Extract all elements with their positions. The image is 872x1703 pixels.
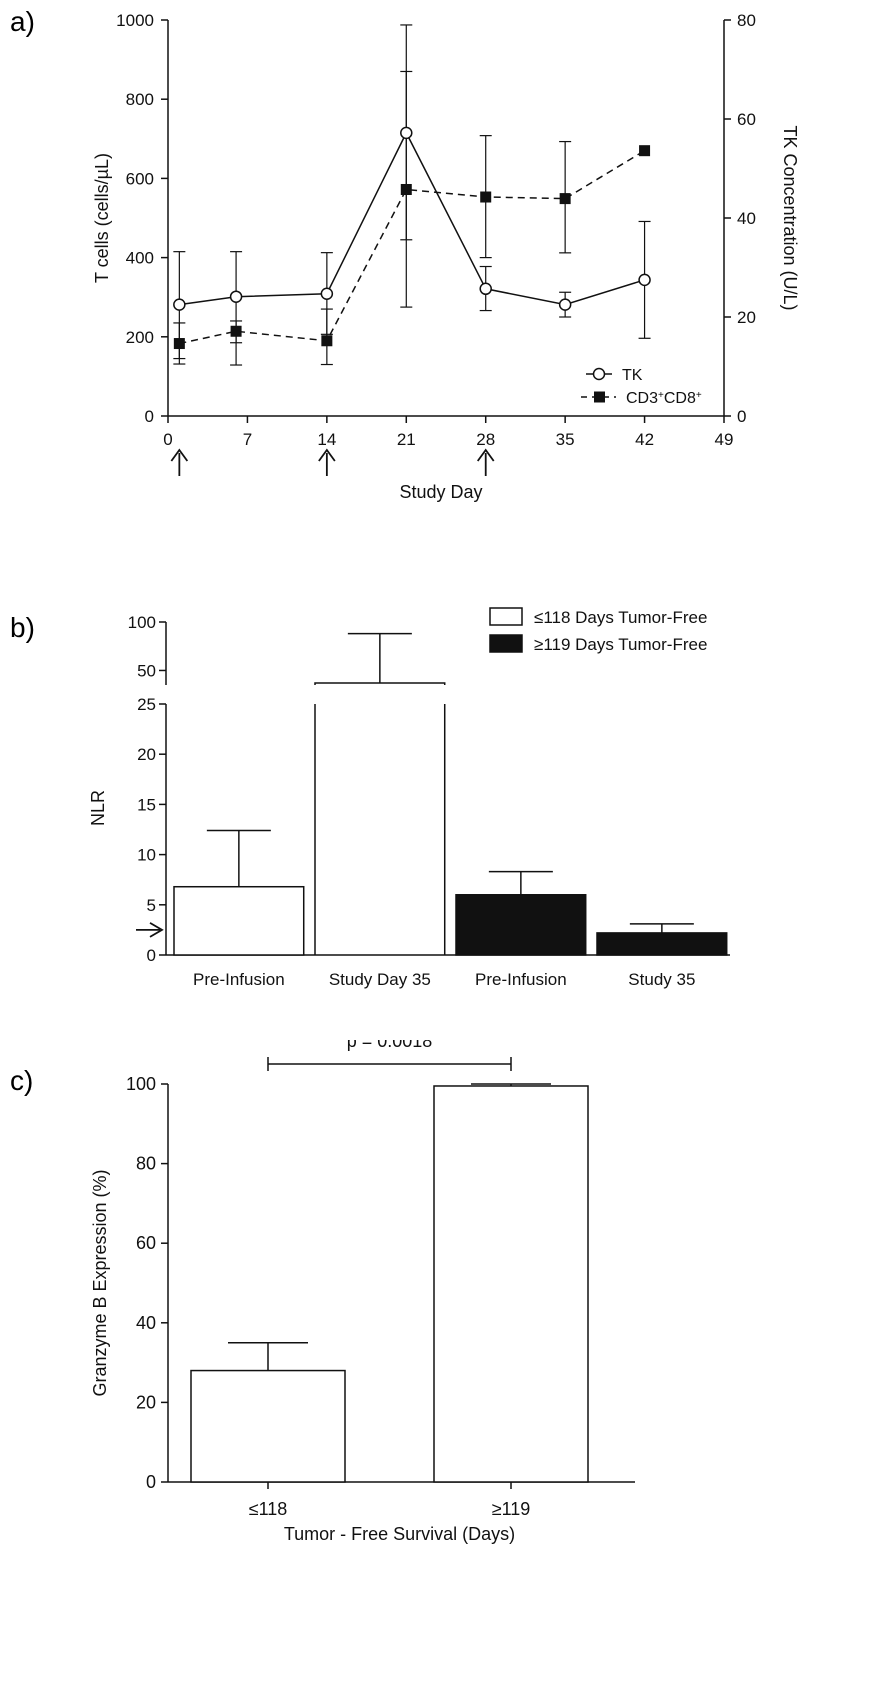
y-tick-label: 400 (126, 249, 154, 268)
legend-label-part: CD8 (664, 390, 696, 407)
bar (173, 885, 305, 956)
legend-label-cd3cd8: CD3+CD8+ (626, 390, 702, 408)
bar (433, 1085, 589, 1483)
y-tick-label: 80 (136, 1154, 156, 1174)
data-point-tk (558, 298, 572, 311)
series-line-1 (179, 150, 645, 345)
legend-label: ≥119 Days Tumor-Free (534, 635, 707, 654)
bar (314, 704, 446, 955)
y-tick-label: 15 (137, 795, 156, 814)
x-tick-label: Study 35 (628, 970, 695, 989)
x-tick-value: 119 (502, 1499, 531, 1519)
data-point-tk (638, 273, 651, 287)
y2-tick-label: 80 (737, 11, 756, 30)
x-tick-label: Study Day 35 (329, 970, 431, 989)
x-tick-label: Pre-Infusion (193, 970, 285, 989)
y2-tick-label: 0 (737, 407, 746, 426)
panel-a-letter: a) (10, 6, 35, 37)
reference-arrow-head (149, 922, 164, 938)
y2-tick-label: 40 (737, 209, 756, 228)
data-point-tk (173, 298, 186, 311)
y-tick-label: 0 (147, 946, 156, 965)
legend-label-part: + (696, 390, 702, 401)
y-tick-label: 40 (136, 1313, 156, 1333)
y-tick-label: 800 (126, 90, 154, 109)
legend-label-tk: TK (622, 367, 643, 384)
x-tick-label: ≤118 (249, 1499, 288, 1519)
panel-c-letter: c) (10, 1065, 34, 1096)
y-tick-label: 600 (126, 169, 154, 188)
y2-tick-label: 20 (737, 308, 756, 327)
x-axis-label: Tumor - Free Survival (Days) (284, 1524, 515, 1544)
p-value-label: p = 0.0018 (347, 1040, 433, 1051)
series-line-0 (179, 131, 645, 306)
x-tick-label: 14 (317, 430, 336, 449)
y-axis-label: Granzyme B Expression (%) (90, 1169, 110, 1396)
x-tick-label: 35 (556, 430, 575, 449)
y-tick-label: 50 (137, 661, 156, 680)
x-tick-prefix: ≤ (249, 1499, 259, 1519)
legend-label: ≤118 Days Tumor-Free (534, 608, 707, 627)
infusion-arrow-head (170, 448, 189, 462)
y2-tick-label: 60 (737, 110, 756, 129)
y-tick-label: 20 (136, 1392, 156, 1412)
x-tick-value: 118 (259, 1499, 288, 1519)
y-tick-label: 25 (137, 695, 156, 714)
data-point-cd3cd8 (480, 191, 492, 203)
panel-b-letter: b) (10, 612, 35, 643)
y-tick-label: 0 (145, 407, 154, 426)
data-point-cd3cd8 (559, 193, 571, 205)
data-point-tk (400, 126, 413, 140)
y-tick-label: 0 (146, 1472, 156, 1492)
legend-swatch (489, 607, 523, 626)
data-point-tk (320, 287, 334, 300)
chart-b: 0 5 10 15 20 25 50 100 NLR Pre-Infusion Study Day … (88, 607, 730, 989)
legend-label-part: CD3 (626, 390, 658, 407)
legend-swatch (489, 634, 523, 653)
y-tick-label: 100 (126, 1074, 156, 1094)
x-tick-label: 49 (715, 430, 734, 449)
x-tick-label: 28 (476, 430, 495, 449)
y-tick-label: 1000 (116, 11, 154, 30)
data-point-tk (479, 282, 492, 296)
bar (596, 932, 728, 956)
y-tick-label: 100 (128, 613, 156, 632)
infusion-arrow-head (476, 448, 495, 462)
legend-marker-cd3cd8 (594, 391, 605, 403)
x-tick-label: 42 (635, 430, 654, 449)
data-point-cd3cd8 (230, 325, 242, 337)
x-tick-prefix: ≥ (492, 1499, 502, 1519)
y-tick-label: 200 (126, 328, 154, 347)
bar (190, 1369, 346, 1483)
legend-label-part: + (658, 390, 664, 401)
x-tick-label: ≥119 (492, 1499, 531, 1519)
bar (455, 894, 587, 956)
y-tick-label: 20 (137, 745, 156, 764)
infusion-arrow-head (318, 448, 336, 462)
x-tick-label: 7 (243, 430, 252, 449)
x-tick-label: 21 (397, 430, 416, 449)
x-tick-label: Pre-Infusion (475, 970, 567, 989)
y-axis-label: NLR (88, 790, 108, 826)
y-tick-label: 60 (136, 1233, 156, 1253)
y-axis-label: T cells (cells/µL) (92, 153, 112, 283)
data-point-tk (229, 290, 243, 303)
data-point-cd3cd8 (400, 183, 412, 195)
legend-marker-tk (592, 367, 606, 381)
data-point-cd3cd8 (639, 145, 651, 157)
data-point-cd3cd8 (321, 335, 333, 347)
x-tick-label: 0 (163, 430, 172, 449)
y-tick-label: 5 (147, 896, 156, 915)
chart-c: 0 20 40 60 80 100 Granzyme B Expression (%) ≤11… (90, 1040, 635, 1544)
bar-upper (314, 682, 446, 685)
y2-axis-label: TK Concentration (U/L) (780, 125, 800, 310)
x-axis-label: Study Day (399, 482, 482, 502)
y-tick-label: 10 (137, 846, 156, 865)
data-point-cd3cd8 (173, 338, 185, 350)
